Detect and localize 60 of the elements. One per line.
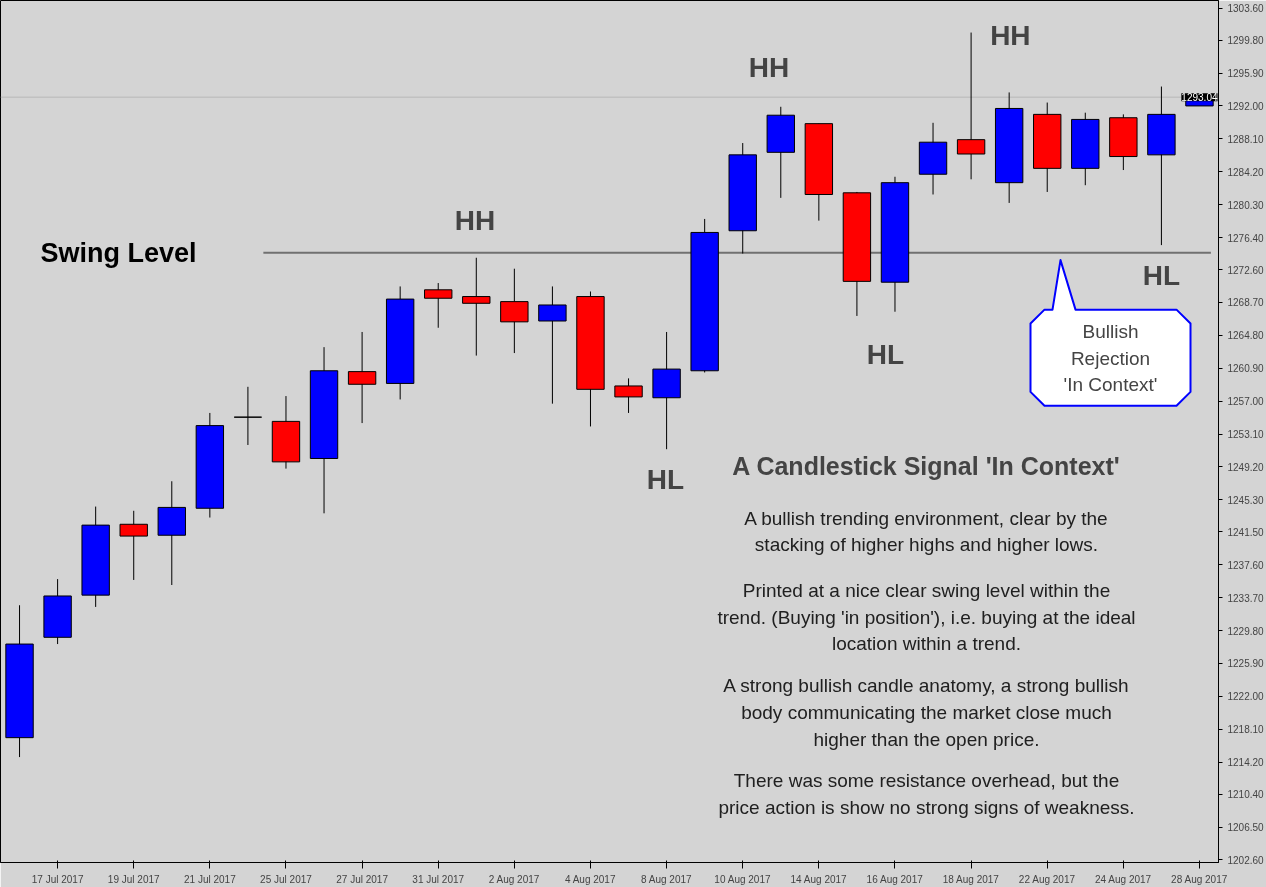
y-tick-label: 1222.00 — [1227, 691, 1265, 703]
y-tick-label: 1292.00 — [1227, 100, 1265, 112]
y-tick-label: 1241.50 — [1227, 526, 1265, 538]
y-tick-label: 1225.90 — [1227, 658, 1265, 670]
annotation: There was some resistance overhead, but the price action is show no strong signs of weakness. — [718, 770, 1135, 819]
y-tick-label: 1268.70 — [1227, 297, 1265, 309]
x-tick-label: 31 Jul 2017 — [412, 873, 465, 885]
annotation: HL — [646, 463, 685, 495]
y-tick-label: 1272.60 — [1227, 264, 1265, 276]
y-tick-label: 1229.80 — [1227, 625, 1265, 637]
y-tick-label: 1245.30 — [1227, 494, 1265, 506]
x-tick-label: 22 Aug 2017 — [1018, 873, 1076, 885]
x-tick-label: 24 Aug 2017 — [1094, 873, 1152, 885]
y-tick-label: 1202.60 — [1227, 854, 1265, 866]
candlestick — [956, 32, 986, 180]
y-tick-label: 1264.80 — [1227, 330, 1265, 342]
ref-line-label: 1293.04 — [1181, 92, 1218, 104]
candlestick — [233, 386, 263, 446]
y-tick-label: 1303.60 — [1227, 3, 1265, 15]
y-tick-label: 1280.30 — [1227, 199, 1265, 211]
x-tick-label: 17 Jul 2017 — [31, 873, 84, 885]
y-tick-label: 1284.20 — [1227, 166, 1265, 178]
y-tick-label: 1257.00 — [1227, 396, 1265, 408]
annotation: HL — [1142, 260, 1181, 292]
x-tick-label: 28 Aug 2017 — [1171, 873, 1228, 885]
x-tick-label: 2 Aug 2017 — [488, 873, 540, 885]
annotation: HL — [866, 338, 905, 370]
x-tick-label: 18 Aug 2017 — [942, 873, 1000, 885]
y-tick-label: 1210.40 — [1227, 789, 1265, 801]
x-tick-label: 27 Jul 2017 — [336, 873, 389, 885]
ref-line-label: Swing Level — [40, 237, 197, 268]
y-tick-label: 1218.10 — [1227, 724, 1265, 736]
y-tick-label: 1288.10 — [1227, 133, 1265, 145]
x-tick-label: 25 Jul 2017 — [260, 873, 313, 885]
x-tick-label: 8 Aug 2017 — [641, 873, 693, 885]
y-tick-label: 1253.10 — [1227, 429, 1265, 441]
y-tick-label: 1249.20 — [1227, 461, 1265, 473]
annotation: Printed at a nice clear swing level within the trend. (Buying 'in position'), i.e. buying at the ideal location within a trend. — [717, 580, 1136, 655]
annotation: A strong bullish candle anatomy, a strong bullish body communicating the market close much higher than the open price. — [723, 675, 1129, 750]
y-tick-label: 1214.20 — [1227, 757, 1265, 769]
y-tick-label: 1260.90 — [1227, 363, 1265, 375]
x-tick-label: 4 Aug 2017 — [564, 873, 616, 885]
y-tick-label: 1299.80 — [1227, 35, 1265, 47]
x-tick-label: 19 Jul 2017 — [107, 873, 161, 885]
x-tick-label: 16 Aug 2017 — [866, 873, 924, 885]
y-tick-label: 1233.70 — [1227, 592, 1265, 604]
x-tick-label: 10 Aug 2017 — [714, 873, 771, 885]
y-tick-label: 1237.60 — [1227, 559, 1265, 571]
annotation: Bullish Rejection 'In Context' — [1063, 321, 1158, 395]
candlestick — [462, 257, 491, 357]
x-tick-label: 14 Aug 2017 — [790, 873, 848, 885]
y-tick-label: 1295.90 — [1227, 68, 1265, 80]
annotation: A bullish trending environment, clear by the stacking of higher highs and higher lows. — [744, 507, 1108, 556]
annotation: HH — [748, 52, 790, 84]
y-tick-label: 1276.40 — [1227, 232, 1265, 244]
y-tick-label: 1206.50 — [1227, 822, 1265, 834]
annotation: HH — [454, 204, 496, 236]
x-tick-label: 21 Jul 2017 — [183, 873, 237, 885]
annotation: HH — [990, 19, 1031, 51]
annotation: A Candlestick Signal 'In Context' — [732, 452, 1120, 481]
